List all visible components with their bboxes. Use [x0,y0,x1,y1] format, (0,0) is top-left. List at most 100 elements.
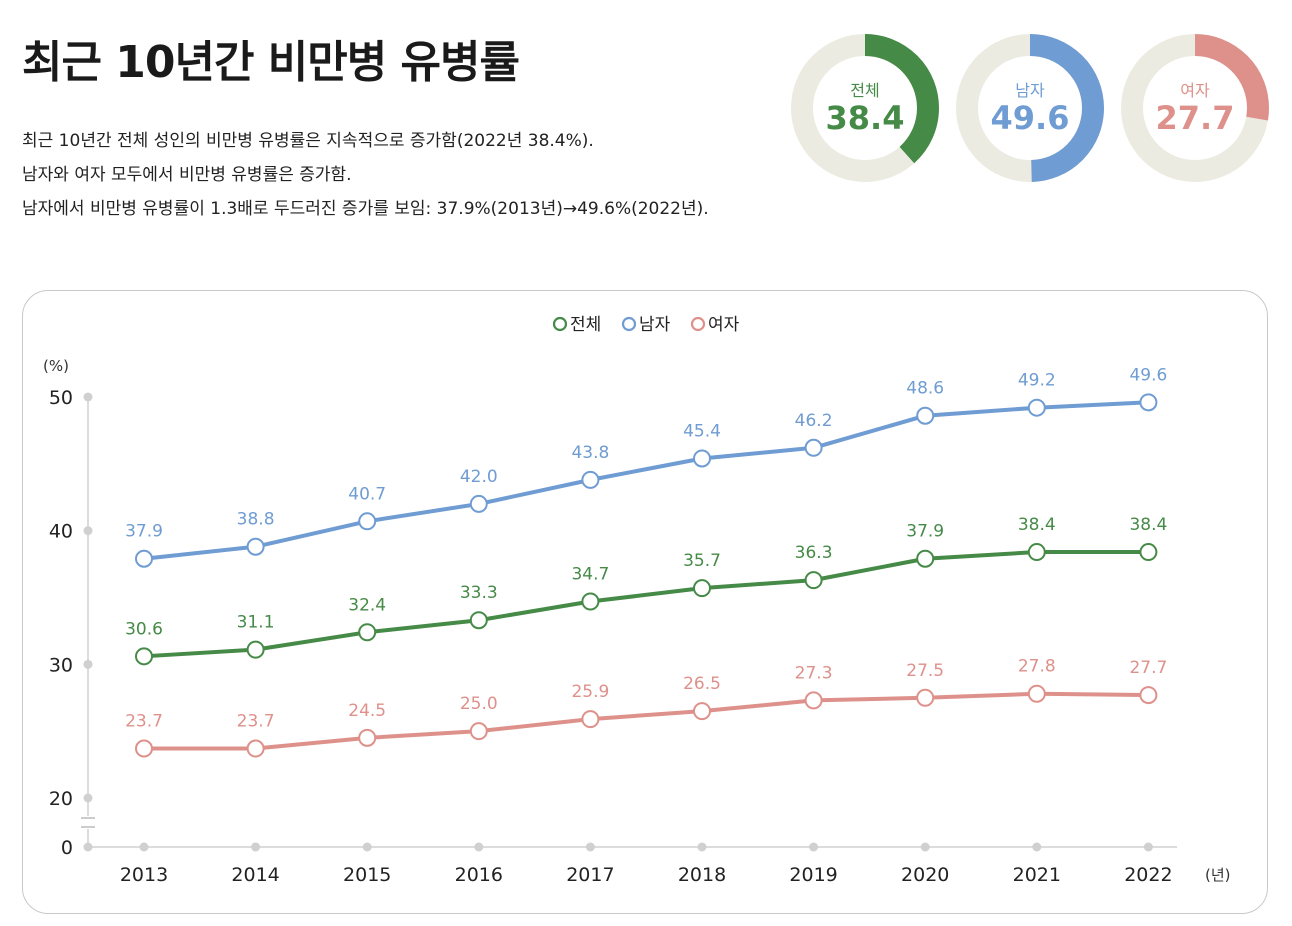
page-title: 최근 10년간 비만병 유병률 [22,37,520,88]
data-point [246,739,265,758]
data-label: 38.4 [1129,515,1167,535]
x-tick-label: 2016 [455,864,503,886]
line-chart: 전체 남자 여자 (%) (년) 0 20 30 40 50 2013 2014 2015 2016 201… [43,315,1231,886]
data-point [581,710,600,729]
donut-arc [956,34,1104,182]
data-label: 38.4 [1018,515,1056,535]
data-point [916,688,935,707]
x-tick-label: 2021 [1013,864,1061,886]
data-label: 31.1 [237,613,275,633]
y-tick-label: 50 [49,387,73,409]
data-label: 48.6 [906,379,944,399]
data-point [693,579,711,598]
donut-ring [1121,34,1269,182]
x-tick-dot [809,842,819,852]
description-line: 남자와 여자 모두에서 비만병 유병률은 증가함. [22,165,352,185]
x-tick-dot [251,842,261,852]
y-axis-label: (%) [43,357,69,375]
legend-item: 전체 [552,315,601,335]
chart-panel: 전체 남자 여자 (%) (년) 0 20 30 40 50 2013 2014 2015 2016 201… [22,290,1268,914]
x-tick-label: 2017 [566,864,614,886]
data-point [135,647,153,666]
description-line: 최근 10년간 전체 성인의 비만병 유병률은 지속적으로 증가함(2022년 … [22,131,594,151]
legend-label: 여자 [708,315,740,335]
data-label: 33.3 [460,583,498,603]
data-point [135,549,153,568]
legend-marker [621,316,637,332]
x-tick-label: 2013 [120,864,168,886]
data-point [135,739,153,758]
donut-value: 27.7 [1155,99,1235,137]
y-tick-label: 0 [61,837,73,859]
y-tick-dot [83,659,93,669]
data-point [358,512,377,531]
x-tick-label: 2022 [1124,864,1172,886]
donut-total: 전체 38.4 [790,33,940,183]
data-point [469,494,488,513]
donut-ring [956,34,1104,182]
data-point [1027,543,1046,562]
data-point [804,438,823,457]
data-label: 32.4 [348,595,386,615]
data-label: 40.7 [348,484,386,504]
data-label: 37.9 [125,522,163,542]
donut-arc [791,34,939,182]
x-tick-dot [139,842,149,852]
data-point [246,640,265,659]
x-tick-dot [697,842,707,852]
legend-marker [552,316,568,332]
legend-item: 여자 [690,315,740,335]
series-line [142,691,1151,751]
x-axis-label: (년) [1205,866,1231,884]
data-label: 30.6 [125,619,163,639]
donut-ring [791,34,939,182]
donut-label: 남자 [1015,81,1045,100]
data-label: 27.8 [1018,657,1056,677]
data-label: 26.5 [683,674,721,694]
x-tick-dot [474,842,484,852]
donut-value: 49.6 [990,99,1070,137]
data-label: 35.7 [683,551,721,571]
data-point [1139,393,1158,412]
series-line [142,550,1151,659]
data-label: 49.2 [1018,371,1056,391]
data-point [469,722,488,741]
data-label: 34.7 [571,565,609,585]
data-label: 38.8 [237,510,275,530]
data-label: 23.7 [125,712,163,732]
data-label: 24.5 [348,701,386,721]
legend-marker [690,316,706,332]
donut-label: 여자 [1180,81,1210,100]
data-point [246,537,265,556]
data-label: 23.7 [237,712,275,732]
data-label: 27.5 [906,661,944,681]
x-tick-dot [1032,842,1042,852]
description-line: 남자에서 비만병 유병률이 1.3배로 두드러진 증가를 보임: 37.9%(2… [22,199,709,219]
legend-label: 남자 [639,315,671,335]
x-tick-label: 2020 [901,864,949,886]
data-point [358,623,377,642]
donut-label: 전체 [850,81,880,100]
donut-value: 38.4 [825,99,905,137]
data-point [1027,398,1046,417]
data-point [469,611,488,630]
legend: 전체 남자 여자 [552,315,740,335]
x-tick-label: 2019 [789,864,837,886]
data-label: 36.3 [795,543,833,563]
donut-arc [1121,34,1269,182]
data-point [358,728,377,747]
donut-male: 남자 49.6 [955,33,1105,183]
data-label: 25.9 [571,682,609,702]
data-point [916,549,935,568]
y-tick-label: 20 [49,788,73,810]
x-tick-dot [362,842,372,852]
y-tick-label: 30 [49,654,73,676]
x-tick-dot [920,842,930,852]
data-point [1027,684,1046,703]
donut-female: 여자 27.7 [1120,33,1270,183]
x-tick-dot [1143,842,1153,852]
data-label: 37.9 [906,522,944,542]
data-point [693,702,711,721]
data-point [693,449,711,468]
y-tick-dot [83,526,93,536]
